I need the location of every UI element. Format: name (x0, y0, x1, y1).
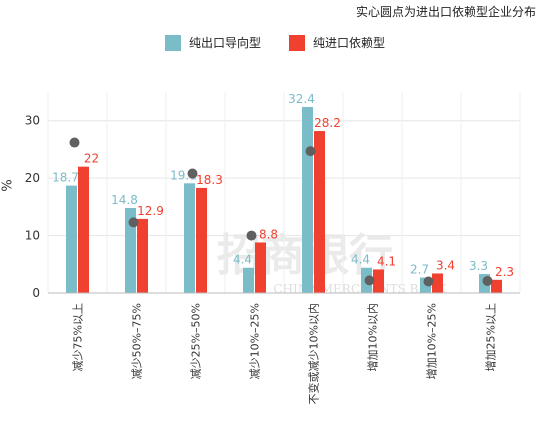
y-tick-label: 20 (25, 171, 40, 185)
x-tick-label: 增加10%以内 (366, 303, 380, 371)
data-label-export: 4.4 (233, 253, 252, 267)
y-tick-label: 0 (32, 286, 40, 300)
bar-import (78, 166, 89, 293)
y-tick-label: 10 (25, 229, 40, 243)
bar-export (243, 267, 254, 293)
bar-export (66, 185, 77, 293)
data-label-import: 3.4 (436, 258, 455, 272)
bar-import (196, 187, 207, 293)
dot-marker (69, 137, 80, 148)
bar-import (432, 273, 443, 293)
legend-swatch-import (289, 34, 305, 51)
bar-import (373, 269, 384, 293)
dot-marker (305, 146, 316, 157)
x-tick-label: 增加25%以上 (484, 303, 498, 371)
bar-export (125, 208, 136, 293)
x-tick-label: 减少10%–25% (249, 303, 262, 379)
dot-marker (128, 217, 139, 228)
data-label-import: 28.2 (314, 116, 341, 130)
legend: 纯出口导向型 纯进口依赖型 (0, 34, 550, 51)
bar-export (302, 106, 313, 293)
x-tick-label: 减少75%以上 (72, 303, 85, 371)
dot-marker (423, 276, 434, 287)
data-label-import: 8.8 (259, 227, 278, 241)
y-tick-label: 30 (25, 114, 40, 128)
data-label-import: 4.1 (377, 254, 396, 268)
bar-import (491, 279, 502, 293)
data-label-import: 18.3 (196, 173, 223, 187)
legend-label-export: 纯出口导向型 (188, 36, 261, 50)
dot-marker (482, 275, 493, 286)
dot-marker (364, 275, 375, 286)
data-label-export: 32.4 (288, 92, 315, 106)
data-label-export: 3.3 (469, 259, 488, 273)
legend-label-import: 纯进口依赖型 (313, 36, 386, 50)
chart-note: 实心圆点为进出口依赖型企业分布 (355, 5, 536, 19)
legend-swatch-export (164, 34, 181, 51)
data-label-export: 2.7 (410, 262, 429, 276)
x-tick-label: 减少50%–75% (131, 303, 144, 379)
data-label-export: 18.7 (52, 171, 79, 185)
data-label-import: 2.3 (495, 265, 514, 279)
x-tick-label: 不变或减少10%以内 (307, 303, 321, 404)
x-tick-label: 减少25%–50% (190, 303, 203, 379)
data-label-export: 4.4 (351, 253, 370, 267)
data-label-import: 12.9 (137, 204, 164, 218)
x-tick-label: 增加10%–25% (425, 303, 439, 379)
bar-import (137, 218, 148, 293)
bar-export (184, 183, 195, 293)
legend-item-export: 纯出口导向型 (164, 34, 261, 51)
data-label-export: 14.8 (111, 193, 138, 207)
dot-marker (246, 230, 257, 241)
bar-import (314, 131, 325, 293)
data-label-import: 22 (84, 152, 99, 166)
dot-marker (187, 168, 198, 179)
legend-item-import: 纯进口依赖型 (289, 34, 385, 51)
bar-import (255, 242, 266, 293)
